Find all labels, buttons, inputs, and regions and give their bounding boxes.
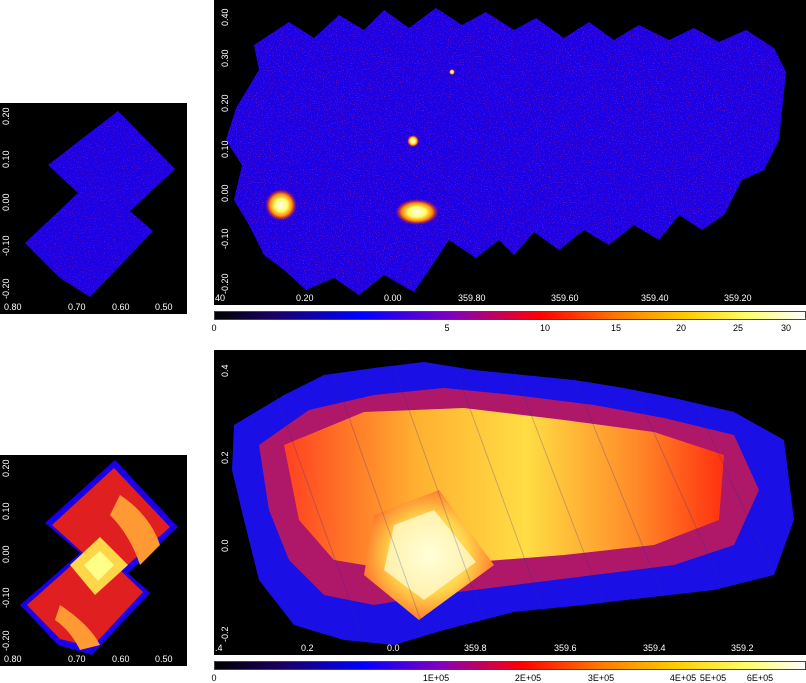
bottom-main-x-axis: .4 0.2 0.0 359.8 359.6 359.4 359.2 bbox=[215, 643, 754, 653]
y-tick-label: -0.10 bbox=[220, 228, 230, 249]
x-tick-label: 359.2 bbox=[731, 643, 754, 653]
top-left-count-map: 0.20 0.10 0.00 -0.10 -0.20 0.80 0.70 0.6… bbox=[0, 103, 187, 314]
x-tick-label: 0.80 bbox=[4, 302, 22, 312]
top-left-x-axis: 0.80 0.70 0.60 0.50 bbox=[4, 302, 173, 312]
top-main-map-svg: 0.40 0.30 0.20 0.10 0.00 -0.10 -0.20 40 … bbox=[215, 8, 786, 303]
top-main-y-axis: 0.40 0.30 0.20 0.10 0.00 -0.10 -0.20 bbox=[220, 8, 230, 294]
top-left-map-svg: 0.20 0.10 0.00 -0.10 -0.20 0.80 0.70 0.6… bbox=[1, 107, 175, 312]
colorbar-label: 10 bbox=[539, 323, 551, 333]
y-tick-label: 0.10 bbox=[1, 502, 11, 520]
bottom-left-exposure-map: 0.20 0.10 0.00 -0.10 -0.20 0.80 0.70 0.6… bbox=[0, 455, 187, 666]
bottom-main-grid-overlay bbox=[273, 364, 775, 641]
y-tick-label: 0.20 bbox=[220, 94, 230, 112]
bottom-left-x-axis: 0.80 0.70 0.60 0.50 bbox=[4, 654, 173, 664]
x-tick-label: 359.40 bbox=[641, 293, 669, 303]
colorbar-label: 4E+05 bbox=[669, 673, 697, 683]
colorbar-label: 25 bbox=[732, 323, 744, 333]
x-tick-label: 0.60 bbox=[112, 302, 130, 312]
bright-source bbox=[407, 135, 419, 147]
x-tick-label: 359.4 bbox=[643, 643, 666, 653]
top-left-exposure-footprint bbox=[25, 111, 175, 297]
top-main-count-map: 0.40 0.30 0.20 0.10 0.00 -0.10 -0.20 40 … bbox=[214, 0, 806, 305]
bottom-left-y-axis: 0.20 0.10 0.00 -0.10 -0.20 bbox=[1, 459, 11, 651]
colorbar-label: 15 bbox=[610, 323, 622, 333]
top-main-x-axis: 40 0.20 0.00 359.80 359.60 359.40 359.20 bbox=[215, 293, 752, 303]
x-tick-label: 0.70 bbox=[68, 302, 86, 312]
bottom-left-map-svg: 0.20 0.10 0.00 -0.10 -0.20 0.80 0.70 0.6… bbox=[1, 459, 178, 664]
bottom-colorbar-gradient bbox=[214, 661, 806, 670]
x-tick-label: 0.20 bbox=[296, 293, 314, 303]
bottom-main-exposure-map: 0.4 0.2 0.0 -0.2 .4 0.2 0.0 359.8 359.6 … bbox=[214, 350, 806, 655]
top-colorbar-gradient bbox=[214, 311, 806, 320]
y-tick-label: 0.00 bbox=[1, 545, 11, 563]
bright-source bbox=[265, 189, 297, 221]
x-tick-label: 0.70 bbox=[68, 654, 86, 664]
y-tick-label: 0.00 bbox=[220, 184, 230, 202]
colorbar-label: 5 bbox=[444, 323, 450, 333]
x-tick-label: 0.50 bbox=[155, 302, 173, 312]
x-tick-label: 359.8 bbox=[464, 643, 487, 653]
y-tick-label: 0.10 bbox=[220, 140, 230, 158]
y-tick-label: 0.30 bbox=[220, 49, 230, 67]
x-tick-label: 0.00 bbox=[384, 293, 402, 303]
y-tick-label: 0.0 bbox=[220, 539, 230, 552]
colorbar-label: 2E+05 bbox=[514, 673, 542, 683]
x-tick-label: 359.80 bbox=[458, 293, 486, 303]
bottom-main-y-axis: 0.4 0.2 0.0 -0.2 bbox=[220, 364, 230, 642]
y-tick-label: 0.00 bbox=[1, 193, 11, 211]
x-tick-label: 40 bbox=[215, 293, 225, 303]
y-tick-label: 0.4 bbox=[220, 364, 230, 377]
colorbar-label: 0 bbox=[211, 323, 217, 333]
x-tick-label: 0.60 bbox=[112, 654, 130, 664]
colorbar-label: 0 bbox=[211, 673, 217, 683]
y-tick-label: -0.20 bbox=[1, 278, 11, 299]
y-tick-label: -0.10 bbox=[1, 587, 11, 608]
y-tick-label: -0.20 bbox=[220, 273, 230, 294]
colorbar-label: 20 bbox=[675, 323, 687, 333]
bottom-main-exposure-footprint bbox=[232, 362, 794, 645]
y-tick-label: 0.20 bbox=[1, 107, 11, 125]
colorbar-label: 6E+05 bbox=[746, 673, 774, 683]
top-left-y-axis: 0.20 0.10 0.00 -0.10 -0.20 bbox=[1, 107, 11, 299]
bottom-main-map-svg: 0.4 0.2 0.0 -0.2 .4 0.2 0.0 359.8 359.6 … bbox=[215, 362, 794, 653]
colorbar-label: 1E+05 bbox=[422, 673, 450, 683]
x-tick-label: 0.80 bbox=[4, 654, 22, 664]
x-tick-label: 0.50 bbox=[155, 654, 173, 664]
bright-source bbox=[395, 199, 439, 225]
colorbar-label: 30 bbox=[780, 323, 792, 333]
top-main-exposure-footprint bbox=[226, 8, 786, 295]
x-tick-label: 359.20 bbox=[724, 293, 752, 303]
top-main-bright-sources bbox=[265, 69, 455, 225]
colorbar-label: 5E+05 bbox=[699, 673, 727, 683]
bright-source bbox=[449, 69, 455, 75]
y-tick-label: -0.20 bbox=[1, 630, 11, 651]
y-tick-label: 0.40 bbox=[220, 8, 230, 26]
x-tick-label: .4 bbox=[215, 643, 223, 653]
y-tick-label: 0.10 bbox=[1, 150, 11, 168]
x-tick-label: 0.2 bbox=[301, 643, 314, 653]
x-tick-label: 359.60 bbox=[551, 293, 579, 303]
y-tick-label: -0.10 bbox=[1, 235, 11, 256]
y-tick-label: 0.20 bbox=[1, 459, 11, 477]
y-tick-label: 0.2 bbox=[220, 451, 230, 464]
bottom-left-exposure-footprint bbox=[20, 460, 178, 655]
x-tick-label: 359.6 bbox=[554, 643, 577, 653]
colorbar-label: 3E+05 bbox=[587, 673, 615, 683]
x-tick-label: 0.0 bbox=[387, 643, 400, 653]
y-tick-label: -0.2 bbox=[220, 626, 230, 642]
